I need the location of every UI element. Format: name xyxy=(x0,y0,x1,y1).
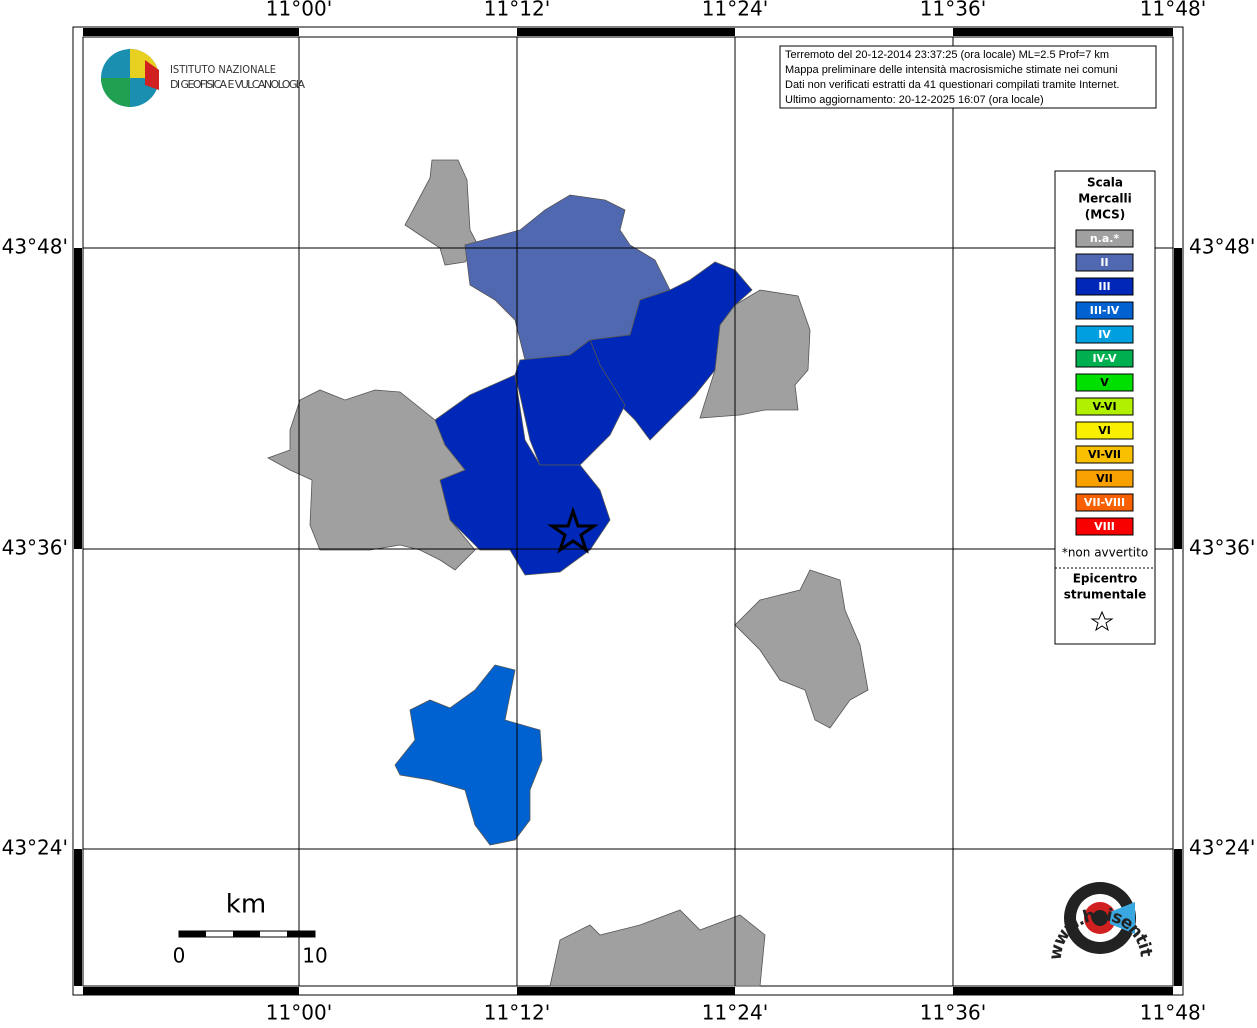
legend-label: V-VI xyxy=(1092,400,1116,413)
legend-label: III-IV xyxy=(1090,304,1120,317)
legend-label: VII xyxy=(1096,472,1113,485)
lat-label: 43°36' xyxy=(2,536,68,560)
region xyxy=(404,159,479,266)
regions xyxy=(267,159,869,987)
legend-swatch xyxy=(1075,373,1134,392)
lat-label: 43°24' xyxy=(2,836,68,860)
lon-label: 11°00' xyxy=(266,1001,332,1025)
lon-label: 11°12' xyxy=(484,1001,550,1025)
legend-title: Scala xyxy=(1087,176,1123,190)
legend-swatch xyxy=(1075,421,1134,440)
ingv-logo: ISTITUTO NAZIONALE DI GEOFISICA E VULCAN… xyxy=(101,49,305,107)
info-line: Dati non verificati estratti da 41 quest… xyxy=(785,79,1119,91)
region xyxy=(549,909,766,987)
region xyxy=(734,569,869,729)
region xyxy=(699,289,811,419)
legend-title: (MCS) xyxy=(1085,208,1126,222)
legend-swatch xyxy=(1075,493,1134,512)
logo-text: ISTITUTO NAZIONALE xyxy=(170,63,276,76)
lat-labels: 43°48' 43°36' 43°24' 43°48' 43°36' 43°24… xyxy=(2,235,1256,860)
legend-label: II xyxy=(1100,256,1108,269)
legend-swatch xyxy=(1075,397,1134,416)
legend-label: III xyxy=(1098,280,1110,293)
legend-label: n.a.* xyxy=(1090,232,1120,245)
legend-swatch xyxy=(1075,253,1134,272)
lat-label: 43°24' xyxy=(1189,836,1255,860)
region xyxy=(514,339,626,466)
legend-note: *non avvertito xyxy=(1062,546,1148,560)
lon-label: 11°00' xyxy=(266,0,332,21)
legend-swatch xyxy=(1075,349,1134,368)
info-box: Terremoto del 20-12-2014 23:37:25 (ora l… xyxy=(779,45,1157,109)
region xyxy=(394,664,543,846)
legend-label: V xyxy=(1100,376,1109,389)
legend-label: VI-VII xyxy=(1088,448,1121,461)
legend-swatch xyxy=(1075,469,1134,488)
legend: Scala Mercalli (MCS) *non avvertito Epic… xyxy=(1054,170,1156,645)
scale-unit: km xyxy=(226,890,266,920)
info-line: Terremoto del 20-12-2014 23:37:25 (ora l… xyxy=(785,49,1109,61)
legend-label: VIII xyxy=(1094,520,1115,533)
frame xyxy=(72,26,1184,996)
lon-label: 11°24' xyxy=(702,1001,768,1025)
info-line: Mappa preliminare delle intensità macros… xyxy=(785,64,1118,76)
legend-title: Mercalli xyxy=(1078,192,1132,206)
region xyxy=(267,389,476,571)
legend-epicenter: Epicentro xyxy=(1073,572,1138,586)
lon-labels: 11°00' 11°12' 11°24' 11°36' 11°48' 11°00… xyxy=(266,0,1206,1025)
scale-label: 0 xyxy=(173,944,186,968)
graticule xyxy=(83,37,1173,986)
frame-bars xyxy=(74,28,1182,995)
lat-label: 43°48' xyxy=(2,235,68,259)
legend-label: VI xyxy=(1098,424,1111,437)
legend-swatch xyxy=(1075,229,1134,248)
info-line: Ultimo aggiornamento: 20-12-2025 16:07 (… xyxy=(785,94,1044,106)
logo-text: DI GEOFISICA E VULCANOLOGIA xyxy=(170,78,305,91)
legend-label: IV-V xyxy=(1092,352,1117,365)
legend-label: VII-VIII xyxy=(1084,496,1125,509)
legend-swatch xyxy=(1075,325,1134,344)
lon-label: 11°48' xyxy=(1140,1001,1206,1025)
lon-label: 11°12' xyxy=(484,0,550,21)
legend-swatch xyxy=(1075,445,1134,464)
legend-swatch xyxy=(1075,277,1134,296)
epicenter-star xyxy=(547,506,599,554)
lat-label: 43°48' xyxy=(1189,235,1255,259)
scale-label: 10 xyxy=(302,944,327,968)
lon-label: 11°36' xyxy=(920,1001,986,1025)
lat-label: 43°36' xyxy=(1189,536,1255,560)
legend-swatch xyxy=(1075,301,1134,320)
lon-label: 11°48' xyxy=(1140,0,1206,21)
lon-label: 11°24' xyxy=(702,0,768,21)
scale-bar: km 0 10 xyxy=(173,890,328,968)
lon-label: 11°36' xyxy=(920,0,986,21)
legend-epicenter: strumentale xyxy=(1064,588,1147,602)
legend-label: IV xyxy=(1098,328,1111,341)
legend-swatch xyxy=(1075,517,1134,536)
